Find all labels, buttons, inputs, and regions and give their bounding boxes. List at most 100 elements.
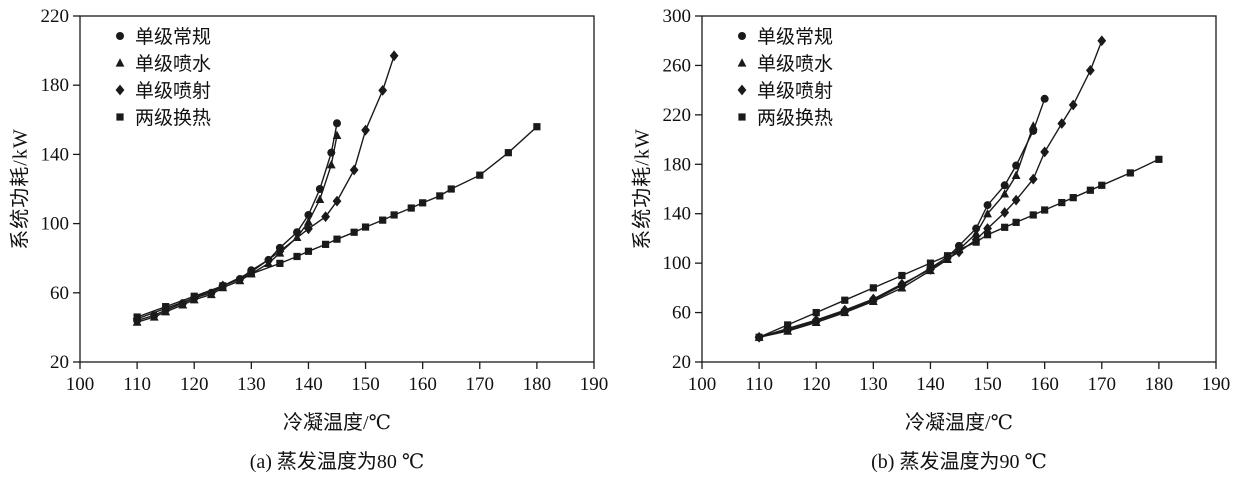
marker-triangle (971, 228, 981, 238)
marker-triangle (264, 258, 273, 267)
marker-circle (983, 201, 992, 210)
chart-b-plot: 100 110 120 130 140 150 160 170 180 190 20 60 100 140… (663, 6, 1231, 395)
x-tick-label: 170 (466, 374, 495, 395)
x-tick-label: 100 (688, 374, 717, 395)
y-tick-label: 100 (41, 214, 70, 235)
marker-square (116, 113, 124, 121)
marker-square (983, 231, 992, 239)
legend-label: 单级喷射 (135, 80, 211, 102)
y-tick-label: 260 (663, 55, 692, 76)
marker-square (476, 171, 484, 179)
x-tick-label: 130 (859, 374, 888, 395)
marker-square (333, 235, 341, 243)
x-axis-label-b: 冷凝温度/℃ (905, 412, 1013, 434)
plot-frame (79, 15, 595, 363)
marker-triangle (326, 159, 336, 169)
marker-triangle (1011, 170, 1021, 180)
marker-diamond (275, 245, 285, 257)
marker-diamond (1011, 194, 1021, 206)
marker-square (276, 259, 284, 267)
marker-square (898, 271, 906, 280)
marker-square (926, 259, 935, 267)
marker-triangle (115, 58, 125, 67)
marker-square (1058, 198, 1066, 207)
marker-square (350, 228, 358, 236)
y-tick-label: 220 (663, 105, 692, 126)
y-tick-label: 140 (41, 144, 70, 165)
x-tick-label: 120 (802, 374, 831, 395)
y-tick-label: 300 (663, 6, 692, 27)
x-tick-label: 160 (408, 374, 437, 395)
marker-square (784, 321, 792, 329)
marker-triangle (315, 194, 325, 203)
marker-square (1126, 169, 1134, 177)
x-tick-label: 100 (66, 374, 95, 395)
marker-diamond (115, 84, 125, 96)
marker-square (162, 303, 170, 311)
y-tick-label: 220 (41, 6, 70, 27)
marker-triangle (983, 208, 992, 218)
x-tick-label: 190 (580, 374, 609, 395)
x-axis-label-a: 冷凝温度/℃ (283, 412, 391, 434)
marker-square (812, 308, 820, 317)
x-tick-label: 140 (916, 374, 945, 395)
marker-diamond (321, 211, 330, 223)
legend-label: 单级喷水 (135, 53, 211, 75)
x-tick-label: 150 (973, 374, 1002, 395)
marker-diamond (349, 164, 359, 176)
x-tick-label: 140 (294, 374, 323, 395)
y-axis-label-a: 系统功耗/kW (9, 128, 32, 250)
y-tick-label: 140 (663, 204, 692, 225)
marker-diamond (361, 124, 370, 136)
marker-triangle (235, 275, 245, 285)
marker-square (972, 238, 980, 246)
marker-square (190, 292, 198, 300)
plot-frame (701, 15, 1217, 363)
marker-square (447, 185, 455, 193)
y-tick-label: 100 (663, 253, 692, 274)
marker-square (247, 270, 255, 278)
legend-label: 单级常规 (757, 26, 833, 48)
chart-a-plot: 100 110 120 130 140 150 160 170 180 190 20 60 100 140… (41, 6, 609, 395)
y-tick-label: 180 (663, 154, 692, 175)
marker-square (436, 192, 444, 200)
marker-diamond (811, 314, 821, 326)
caption-a: (a) 蒸发温度为80 ℃ (249, 451, 425, 473)
chart-panel-b: 系统功耗/kW 100 110 120 130 140 150 160 170 180 190 20… (622, 0, 1244, 492)
marker-square (133, 313, 141, 321)
marker-diamond (737, 84, 747, 96)
marker-square (943, 252, 952, 260)
marker-diamond (1000, 207, 1010, 218)
marker-square (841, 296, 849, 304)
marker-square (1086, 186, 1094, 194)
series-line-triangle (758, 125, 1034, 338)
marker-square (755, 333, 763, 341)
marker-square (321, 240, 330, 248)
chart-panel-a: 系统功耗/kW 100 110 120 130 140 150 160 170 180 190 20… (9, 6, 609, 473)
marker-circle (333, 119, 341, 128)
x-tick-label: 170 (1088, 374, 1117, 395)
legend-label: 两级换热 (135, 107, 211, 129)
series-line-circle (758, 98, 1046, 338)
marker-square (293, 252, 301, 261)
marker-square (361, 223, 370, 231)
marker-diamond (840, 304, 850, 316)
x-tick-label: 150 (351, 374, 380, 395)
marker-diamond (332, 195, 342, 207)
marker-diamond (378, 84, 388, 96)
marker-square (419, 199, 427, 207)
marker-diamond (1097, 35, 1107, 47)
marker-square (390, 211, 398, 219)
marker-triangle (304, 217, 313, 226)
marker-square (504, 149, 512, 157)
marker-triangle (332, 130, 342, 139)
marker-square (738, 113, 746, 121)
marker-diamond (389, 50, 399, 62)
marker-circle (116, 32, 124, 40)
marker-triangle (737, 58, 747, 67)
marker-square (1098, 181, 1106, 189)
series-line-square (136, 126, 538, 318)
marker-square (1069, 194, 1077, 202)
marker-square (1012, 218, 1020, 226)
